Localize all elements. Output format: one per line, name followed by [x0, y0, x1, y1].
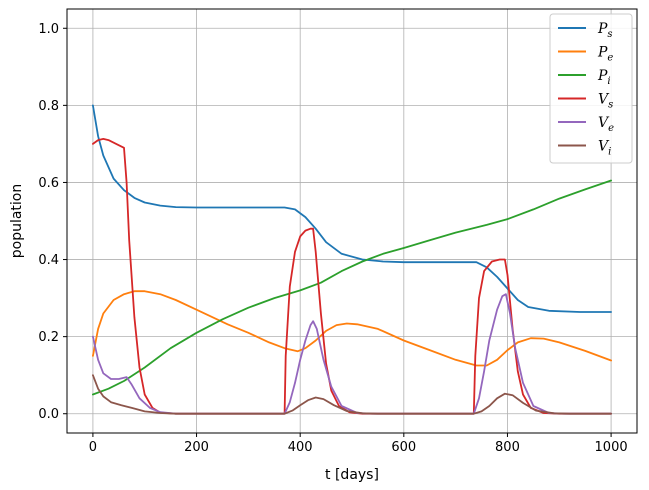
- x-axis-label: t [days]: [325, 467, 379, 483]
- x-tick-label: 600: [391, 440, 416, 455]
- ticks: 0 200 400 600 800 1000 0.0 0.2 0.4 0.6 0.8 1.0: [38, 22, 627, 455]
- y-axis-label: population: [9, 184, 25, 259]
- legend-label: Pi: [597, 68, 611, 87]
- y-tick-label: 0.6: [38, 176, 59, 191]
- legend-label: Ve: [598, 115, 614, 134]
- plot-frame: [66, 8, 638, 434]
- series-layer: [92, 104, 612, 415]
- series-line-v-i: [92, 374, 612, 415]
- y-tick-label: 0.8: [38, 99, 59, 114]
- legend-label-base: P: [597, 21, 608, 37]
- grid: [67, 9, 637, 433]
- legend-label-base: V: [598, 92, 610, 108]
- legend-label-subscript: s: [607, 29, 612, 40]
- legend-label-base: P: [597, 45, 608, 61]
- legend-label: Vi: [598, 139, 611, 158]
- legend-box: [549, 13, 633, 164]
- series-line-p-e: [92, 290, 612, 367]
- legend-label-base: V: [598, 115, 610, 131]
- y-tick-label: 0.0: [38, 407, 59, 422]
- legend-label-subscript: s: [608, 100, 613, 111]
- x-tick-label: 400: [288, 440, 313, 455]
- legend-label-subscript: e: [608, 123, 614, 134]
- series-line-p-i: [92, 179, 612, 396]
- y-tick-label: 1.0: [38, 22, 59, 37]
- y-tick-label: 0.4: [38, 253, 59, 268]
- y-tick-label: 0.2: [38, 330, 59, 345]
- legend-label-subscript: e: [607, 53, 613, 64]
- x-tick-label: 0: [89, 440, 97, 455]
- series-line-v-s: [92, 138, 612, 415]
- legend-label-subscript: i: [607, 76, 610, 87]
- x-tick-label: 1000: [595, 440, 628, 455]
- x-tick-label: 800: [495, 440, 520, 455]
- series-line-v-e: [92, 293, 612, 415]
- legend-label-subscript: i: [608, 147, 611, 158]
- legend-label-base: P: [597, 68, 608, 84]
- x-tick-label: 200: [184, 440, 209, 455]
- legend-label: Ps: [597, 21, 613, 40]
- legend-label-base: V: [598, 139, 610, 155]
- legend-label: Vs: [598, 92, 613, 111]
- legend-label: Pe: [597, 45, 613, 64]
